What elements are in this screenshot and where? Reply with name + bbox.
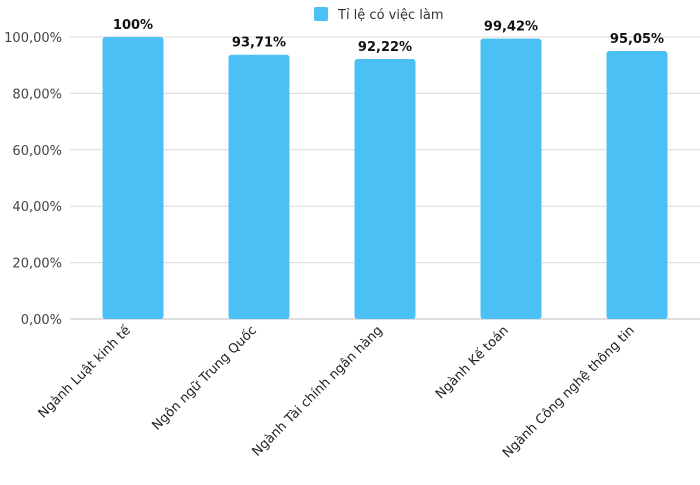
y-tick-label: 100,00% — [4, 31, 62, 46]
bar — [102, 37, 164, 319]
y-tick-label: 40,00% — [12, 200, 62, 215]
y-tick-label: 0,00% — [21, 313, 62, 328]
x-category-label: Ngành Tài chính ngân hàng — [249, 323, 385, 459]
legend-label: Tỉ lệ có việc làm — [337, 8, 444, 23]
x-category-label: Ngành Công nghệ thông tin — [500, 323, 638, 461]
legend-swatch — [314, 7, 328, 21]
y-tick-label: 80,00% — [12, 87, 62, 102]
data-labels: 100% 93,71% 92,22% 99,42% 95,05% — [113, 18, 664, 55]
legend: Tỉ lệ có việc làm — [314, 7, 444, 23]
bar — [480, 38, 542, 320]
y-tick-label: 60,00% — [12, 144, 62, 159]
bar — [606, 50, 668, 320]
bar — [228, 54, 290, 320]
bars — [102, 37, 668, 320]
x-axis-labels: Ngành Luật kinh tế Ngôn ngữ Trung QuốcNgà… — [36, 323, 638, 461]
data-label: 100% — [113, 18, 153, 33]
bar — [354, 58, 416, 319]
x-category-label: Ngành Luật kinh tế — [36, 323, 134, 421]
y-axis-ticks: 0,00% 20,00% 40,00% 60,00% 80,00% 100,00% — [4, 31, 62, 328]
data-label: 93,71% — [232, 36, 286, 51]
x-category-label: Ngành Kế toán — [433, 323, 512, 402]
data-label: 95,05% — [610, 32, 664, 47]
x-category-label: Ngôn ngữ Trung Quốc — [150, 323, 260, 433]
y-tick-label: 20,00% — [12, 257, 62, 272]
data-label: 92,22% — [358, 40, 412, 55]
data-label: 99,42% — [484, 20, 538, 35]
